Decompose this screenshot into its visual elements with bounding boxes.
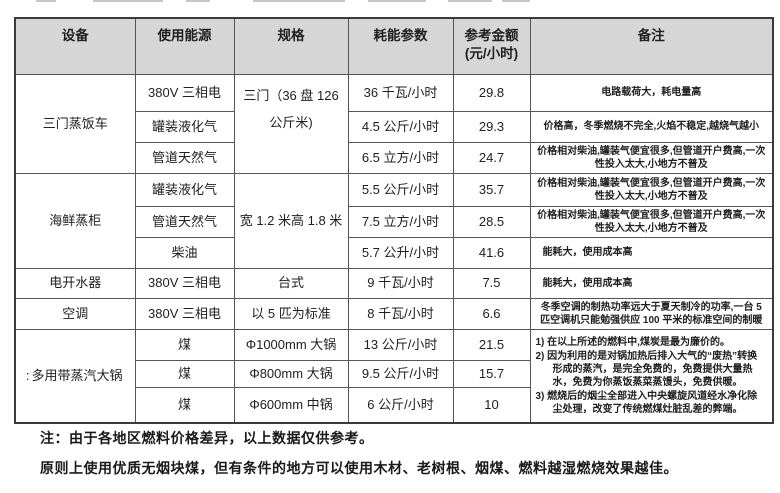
energy-cell: 柴油 [134,236,235,269]
amount-cell: 10 [452,386,531,424]
energy-cell: 罐装液化气 [134,172,235,207]
param-cell: 6 公斤/小时 [347,386,454,424]
header-remark: 备注 [529,17,774,75]
table-row: : 多用带蒸汽大锅 煤 Φ1000mm 大锅 13 公斤/小时 21.5 1) 在… [14,328,774,424]
energy-cell: 管道天然气 [134,205,235,238]
amount-cell: 24.7 [452,141,531,174]
spec-cell: 三门（36 盘 126 公斤米) [233,73,349,174]
spec-cell: 台式 [233,267,349,299]
energy-cell: 380V 三相电 [134,297,235,330]
table-row: 电开水器 380V 三相电 台式 9 千瓦/小时 7.5 能耗大，使用成本高 [14,267,774,299]
energy-cell: 煤 [134,386,235,424]
amount-cell: 29.3 [452,110,531,143]
amount-cell: 21.5 [452,328,531,361]
spec-cell: 以 5 匹为标准 [233,297,349,330]
remark-cell: 能耗大，使用成本高 [529,236,774,269]
remark-list-item: 3) 燃烧后的烟尘全部进入中央螺旋风道经水净化除尘处理，改变了传统燃煤灶脏乱差的… [535,390,758,415]
amount-cell: 29.8 [452,73,531,112]
energy-cell: 管道天然气 [134,141,235,174]
energy-cell: 380V 三相电 [134,73,235,112]
remark-cell: 价格相对柴油,罐装气便宜很多,但管道开户费高,一次性投入太大,小地方不普及 [529,141,774,174]
energy-cell: 380V 三相电 [134,267,235,299]
remark-cell: 价格相对柴油,罐装气便宜很多,但管道开户费高,一次性投入太大,小地方不普及 [529,172,774,207]
remark-list-item: 1) 在以上所述的燃料中,煤炭是最为廉价的。 [535,336,730,348]
amount-cell: 41.6 [452,236,531,269]
table-row: 管道天然气 7.5 立方/小时 28.5 价格相对柴油,罐装气便宜很多,但管道开… [15,205,774,238]
table-row: 煤 Φ600mm 中锅 6 公斤/小时 10 [15,386,773,424]
remark-cell: 价格高，冬季燃烧不完全,火焰不稳定,越烧气越小 [529,110,774,143]
header-param: 耗能参数 [347,17,454,75]
param-cell: 36 千瓦/小时 [347,73,454,112]
remark-list-item: 2) 因为利用的是对锅加热后排入大气的“废热”转换形成的蒸汽，是完全免费的，免费… [535,350,758,388]
energy-cell: 煤 [134,359,235,388]
param-cell: 5.7 公升/小时 [347,236,454,269]
header-device: 设备 [14,17,136,75]
device-cell: : 多用带蒸汽大锅 [14,328,136,424]
table-row: 罐装液化气 4.5 公斤/小时 29.3 价格高，冬季燃烧不完全,火焰不稳定,越… [15,110,774,143]
footnote-price-disclaimer: 注：由于各地区燃料价格差异，以上数据仅供参考。 [40,430,374,446]
spec-cell: 宽 1.2 米高 1.8 米 [233,172,349,269]
remark-cell: 价格相对柴油,罐装气便宜很多,但管道开户费高,一次性投入太大,小地方不普及 [529,205,774,238]
param-cell: 5.5 公斤/小时 [347,172,454,207]
param-cell: 8 千瓦/小时 [347,297,454,330]
table-header-row: 设备 使用能源 规格 耗能参数 参考金额 (元/小时) 备注 [14,17,774,75]
clipped-char-fragment: : [25,367,30,383]
energy-cell: 罐装液化气 [134,110,235,143]
device-label: 多用带蒸汽大锅 [31,367,123,383]
remark-cell: 能耗大，使用成本高 [529,267,774,299]
device-cell: 海鲜蒸柜 [14,172,136,269]
energy-cell: 煤 [134,328,235,361]
amount-cell: 15.7 [452,359,531,388]
device-cell: 电开水器 [14,267,136,299]
clipped-text-remnant [0,0,780,2]
param-cell: 4.5 公斤/小时 [347,110,454,143]
device-cell: 三门蒸饭车 [14,73,136,174]
amount-cell: 35.7 [452,172,531,207]
spec-cell: Φ600mm 中锅 [233,386,349,424]
header-amount-line1: 参考金额 [464,28,519,43]
header-spec: 规格 [233,17,349,75]
table-row: 三门蒸饭车 380V 三相电 三门（36 盘 126 公斤米) 36 千瓦/小时… [14,73,774,174]
table-row: 煤 Φ800mm 大锅 9.5 公斤/小时 15.7 [15,359,773,388]
amount-cell: 6.6 [452,297,531,330]
header-amount: 参考金额 (元/小时) [452,17,531,75]
energy-cost-table: 设备 使用能源 规格 耗能参数 参考金额 (元/小时) 备注 三门蒸饭车 380… [14,17,774,424]
param-cell: 13 公斤/小时 [347,328,454,361]
amount-cell: 7.5 [452,267,531,299]
table-row: 空调 380V 三相电 以 5 匹为标准 8 千瓦/小时 6.6 冬季空调的制热… [14,297,774,330]
spec-cell: Φ1000mm 大锅 [233,328,349,361]
spec-cell: Φ800mm 大锅 [233,359,349,388]
param-cell: 7.5 立方/小时 [347,205,454,238]
header-amount-line2: (元/小时) [464,46,519,62]
footnote-fuel-recommendation: 原则上使用优质无烟块煤，但有条件的地方可以使用木材、老树根、烟煤、燃料越湿燃烧效… [40,460,678,476]
param-cell: 9.5 公斤/小时 [347,359,454,388]
remark-cell-list: 1) 在以上所述的燃料中,煤炭是最为廉价的。 2) 因为利用的是对锅加热后排入大… [529,328,774,424]
header-energy: 使用能源 [134,17,235,75]
table-row: 管道天然气 6.5 立方/小时 24.7 价格相对柴油,罐装气便宜很多,但管道开… [15,141,774,174]
table-row: 海鲜蒸柜 罐装液化气 宽 1.2 米高 1.8 米 5.5 公斤/小时 35.7… [14,172,774,269]
amount-cell: 28.5 [452,205,531,238]
remark-cell: 电路载荷大，耗电量高 [529,73,774,112]
remark-cell: 冬季空调的制热功率远大于夏天制冷的功率,一台 5 匹空调机只能勉强供应 100 … [529,297,774,330]
param-cell: 9 千瓦/小时 [347,267,454,299]
device-cell: 空调 [14,297,136,330]
param-cell: 6.5 立方/小时 [347,141,454,174]
